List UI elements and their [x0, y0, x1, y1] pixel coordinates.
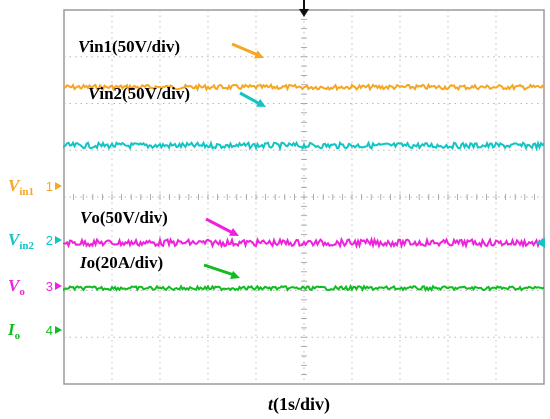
channel-sub: in2: [19, 240, 34, 252]
label-arrow-vin2: [239, 91, 261, 106]
label-arrow-io: [203, 263, 235, 277]
x-axis-var: t: [268, 394, 274, 414]
scope-traces: [63, 82, 545, 293]
trace-label-var: I: [79, 253, 88, 272]
channel-arrow-icon: [55, 326, 62, 334]
trace-label-var: V: [88, 84, 101, 103]
trace-vo: [63, 236, 545, 250]
channel-number-vo: 3: [46, 279, 53, 294]
trace-io: [63, 283, 545, 293]
arrow-head-icon: [256, 98, 266, 107]
channel-number-vin2: 2: [46, 233, 53, 248]
trace-label-vo: Vo(50V/div): [80, 208, 168, 227]
channel-var: V: [8, 176, 21, 195]
x-axis: t(1s/div): [268, 394, 330, 415]
trace-vin2: [63, 139, 545, 152]
trace-labels: Vin1(50V/div)Vin2(50V/div)Vo(50V/div)Io(…: [78, 37, 266, 279]
channel-markers: Vin1 1 Vin2 2 Vo 3 Io 4: [7, 176, 545, 342]
channel-var: V: [8, 230, 21, 249]
trace-label-text: in1(50V/div): [89, 37, 180, 56]
arrow-head-icon: [230, 270, 240, 279]
channel-number-io: 4: [46, 323, 53, 338]
channel-arrow-icon: [55, 236, 62, 244]
channel-label-io: Io: [7, 320, 21, 342]
arrow-head-icon: [254, 50, 264, 59]
trace-label-var: V: [80, 208, 93, 227]
arrow-head-icon: [229, 228, 239, 236]
channel-sub: in1: [19, 186, 34, 198]
scope-grid: [63, 0, 545, 385]
x-axis-unit: (1s/div): [273, 394, 330, 415]
channel-var: V: [8, 276, 21, 295]
channel-number-vin1: 1: [46, 179, 53, 194]
channel-label-vin1: Vin1: [8, 176, 34, 198]
channel-label-vin2: Vin2: [8, 230, 35, 252]
right-level-marker-icon: [536, 237, 545, 248]
x-axis-label: t(1s/div): [268, 394, 330, 415]
trace-label-vin1: Vin1(50V/div): [78, 37, 180, 56]
channel-arrow-icon: [55, 282, 62, 290]
trigger-marker-icon: [299, 9, 309, 17]
trace-label-text: o(20A/div): [87, 253, 164, 272]
trace-label-vin2: Vin2(50V/div): [88, 84, 190, 103]
trace-vin1: [63, 82, 545, 93]
trace-label-text: o(50V/div): [91, 208, 168, 227]
label-arrow-vin1: [231, 42, 259, 57]
channel-sub: o: [15, 330, 21, 342]
channel-arrow-icon: [55, 182, 62, 190]
trace-label-io: Io(20A/div): [79, 253, 163, 272]
channel-var: I: [7, 320, 16, 339]
label-arrow-vo: [205, 217, 234, 235]
trace-label-text: in2(50V/div): [99, 84, 190, 103]
trace-label-var: V: [78, 37, 91, 56]
channel-sub: o: [19, 286, 25, 298]
channel-label-vo: Vo: [8, 276, 25, 298]
